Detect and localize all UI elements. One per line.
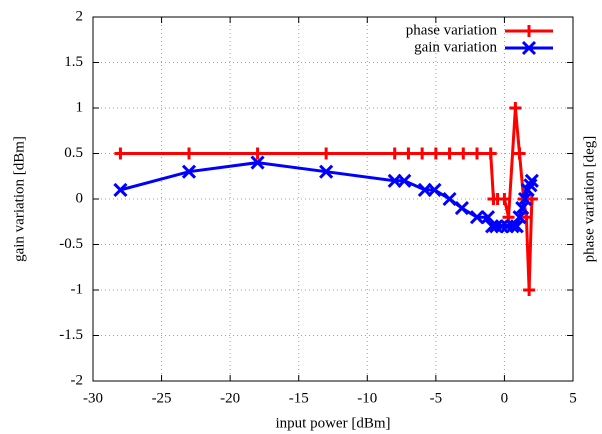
x-tick-label: -5 bbox=[430, 390, 443, 406]
data-point bbox=[471, 147, 483, 160]
data-point bbox=[457, 147, 470, 160]
y-tick-label: -1 bbox=[71, 281, 84, 297]
y-tick-label: -0.5 bbox=[59, 236, 83, 252]
y2-axis-label: phase variation [deg] bbox=[581, 136, 597, 263]
data-point bbox=[319, 164, 334, 179]
legend-label: phase variation bbox=[406, 22, 498, 38]
data-point bbox=[427, 182, 442, 197]
data-point bbox=[494, 219, 509, 234]
x-tick-label: -10 bbox=[357, 390, 377, 406]
y-axis-label: gain variation [dBm] bbox=[11, 136, 27, 262]
data-point bbox=[443, 147, 456, 160]
x-tick-label: 0 bbox=[501, 390, 509, 406]
data-point bbox=[498, 193, 511, 205]
data-point bbox=[416, 147, 429, 160]
data-point bbox=[320, 147, 333, 160]
y-tick-label: 2 bbox=[76, 8, 84, 24]
x-tick-label: 5 bbox=[569, 390, 577, 406]
data-point bbox=[402, 147, 415, 160]
data-point bbox=[524, 173, 539, 188]
legend-marker bbox=[521, 40, 537, 56]
y-tick-label: -2 bbox=[71, 372, 84, 388]
data-point bbox=[388, 147, 401, 160]
data-point bbox=[183, 147, 195, 160]
x-tick-label: -30 bbox=[83, 390, 103, 406]
data-point bbox=[469, 210, 485, 225]
data-point bbox=[454, 201, 469, 216]
data-point bbox=[513, 147, 526, 160]
data-point bbox=[113, 182, 128, 197]
x-tick-label: -20 bbox=[220, 390, 240, 406]
data-point bbox=[181, 164, 197, 179]
plot-frame bbox=[92, 16, 574, 382]
data-point bbox=[397, 173, 412, 188]
data-point bbox=[505, 219, 520, 234]
y-tick-label: 0 bbox=[76, 190, 84, 206]
series-line bbox=[120, 107, 534, 291]
data-point bbox=[523, 284, 536, 296]
y-tick-label: 1.5 bbox=[64, 54, 83, 70]
y-tick-label: 0.5 bbox=[64, 145, 83, 161]
x-axis-label: input power [dBm] bbox=[276, 415, 391, 431]
y-tick-label: 1 bbox=[76, 99, 84, 115]
data-point bbox=[114, 147, 127, 160]
data-point bbox=[484, 147, 497, 160]
data-point bbox=[509, 102, 522, 114]
data-point bbox=[250, 155, 265, 170]
legend-label: gain variation bbox=[414, 39, 497, 55]
x-tick-label: -15 bbox=[289, 390, 309, 406]
y-tick-label: -1.5 bbox=[59, 327, 83, 343]
data-point bbox=[429, 147, 442, 160]
data-point bbox=[251, 147, 264, 160]
legend-marker bbox=[523, 25, 535, 37]
x-tick-label: -25 bbox=[152, 390, 172, 406]
data-point bbox=[489, 219, 504, 234]
data-point bbox=[442, 191, 457, 207]
